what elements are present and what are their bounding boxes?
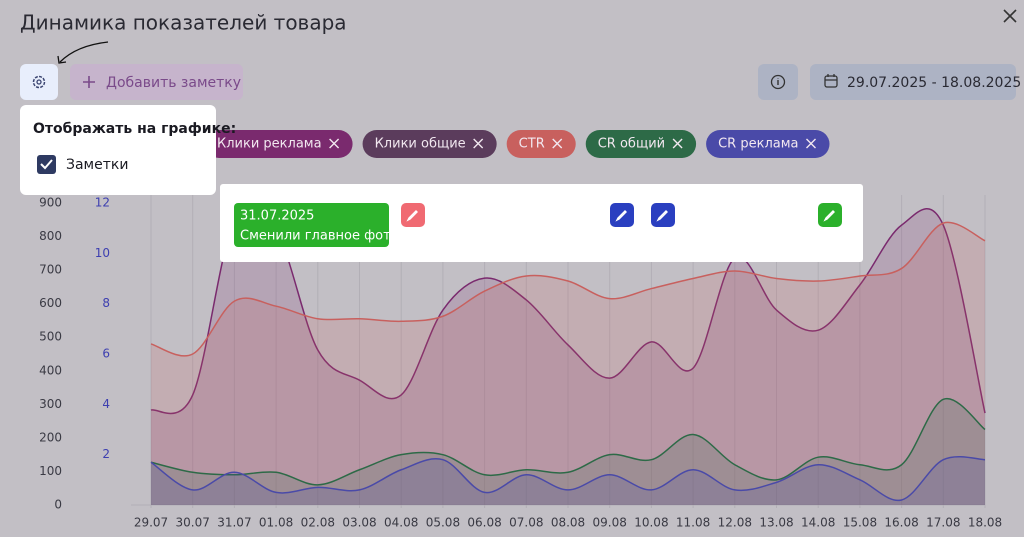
close-button[interactable] xyxy=(1003,9,1017,23)
x-tick-label: 03.08 xyxy=(342,516,376,530)
menu-title: Отображать на графике: xyxy=(33,121,236,137)
note-text: Сменили главное фото xyxy=(240,229,399,244)
hint-arrow xyxy=(59,41,109,63)
legend-label: CTR xyxy=(519,137,545,152)
date-range-button[interactable]: 29.07.2025 - 18.08.2025 xyxy=(810,64,1021,100)
checkbox[interactable] xyxy=(37,155,56,174)
chip-close xyxy=(806,138,816,149)
note-icon[interactable] xyxy=(401,203,425,227)
legend-label: CR реклама xyxy=(718,137,798,152)
chip-close xyxy=(672,138,683,149)
plot: 29.07 30.07 31.07 01.08 02.08 03.08 04.08 05.08… xyxy=(39,195,1002,530)
add-note-label: Добавить заметку xyxy=(106,75,241,91)
x-tick-label: 17.08 xyxy=(926,516,960,530)
x-tick-label: 30.07 xyxy=(176,516,210,530)
x-tick-label: 05.08 xyxy=(426,516,460,530)
x-tick-label: 15.08 xyxy=(843,516,877,530)
y2-tick-label: 8 xyxy=(102,296,110,310)
x-tick-label: 16.08 xyxy=(884,516,918,530)
x-tick-label: 12.08 xyxy=(718,516,752,530)
legend-label: CR общий xyxy=(598,137,665,152)
y-tick-label: 800 xyxy=(39,229,62,243)
line xyxy=(150,456,986,502)
x-tick-label: 04.08 xyxy=(384,516,418,530)
area xyxy=(151,456,985,505)
legend-chip[interactable]: CR общий xyxy=(585,130,697,158)
x-tick-label: 08.08 xyxy=(551,516,585,530)
line xyxy=(150,221,986,357)
legend-label: Клики реклама xyxy=(217,137,322,152)
legend-chip[interactable]: CTR xyxy=(506,130,576,158)
chip-bg xyxy=(506,130,576,158)
legend-chip[interactable]: Клики общие xyxy=(362,130,497,158)
legend-chip[interactable]: Клики реклама xyxy=(205,130,353,158)
add-note-button[interactable]: Добавить заметку xyxy=(70,64,243,100)
x-tick-label: 06.08 xyxy=(467,516,501,530)
chip-bg xyxy=(706,130,830,158)
note-icon[interactable] xyxy=(610,203,634,227)
title: Динамика показателей товара xyxy=(20,11,347,35)
settings-button[interactable] xyxy=(20,64,58,100)
note-date: 31.07.2025 xyxy=(240,209,314,224)
x-tick-label: 31.07 xyxy=(217,516,251,530)
x-tick-label: 09.08 xyxy=(593,516,627,530)
y-tick-label: 900 xyxy=(39,196,62,210)
menu-option: Заметки xyxy=(66,157,128,173)
y2-tick-label: 4 xyxy=(102,397,110,411)
x-tick-label: 29.07 xyxy=(134,516,168,530)
chip-bg xyxy=(205,130,353,158)
y-tick-label: 300 xyxy=(39,397,62,411)
y2-tick-label: 6 xyxy=(102,347,110,361)
chip-bg xyxy=(585,130,697,158)
area xyxy=(151,222,985,505)
note-icon[interactable] xyxy=(818,203,842,227)
note-tag[interactable] xyxy=(234,203,389,247)
note-icon[interactable] xyxy=(651,203,675,227)
y-tick-label: 500 xyxy=(39,330,62,344)
x-tick-label: 01.08 xyxy=(259,516,293,530)
x-tick-label: 14.08 xyxy=(801,516,835,530)
info-button[interactable] xyxy=(758,64,798,100)
area xyxy=(151,398,985,505)
x-tick-label: 10.08 xyxy=(634,516,668,530)
notes-strip: 31.07.2025 Сменили главное фото xyxy=(220,184,863,262)
chip-close xyxy=(552,138,563,149)
display-menu: Отображать на графике: Заметки xyxy=(20,105,236,195)
y-tick-label: 700 xyxy=(39,263,62,277)
y-tick-label: 400 xyxy=(39,363,62,377)
chip-bg xyxy=(362,130,497,158)
x-tick-label: 18.08 xyxy=(968,516,1002,530)
line xyxy=(150,397,986,486)
y2-tick-label: 12 xyxy=(95,196,110,210)
hint-arrowhead xyxy=(57,55,67,64)
y-tick-label: 100 xyxy=(39,464,62,478)
legend-chip[interactable]: CR реклама xyxy=(706,130,830,158)
y-tick-label: 600 xyxy=(39,296,62,310)
legend-label: Клики общие xyxy=(375,137,466,152)
y-tick-label: 0 xyxy=(54,498,62,512)
x-tick-label: 13.08 xyxy=(759,516,793,530)
y-tick-label: 200 xyxy=(39,430,62,444)
chip-close xyxy=(473,138,484,149)
date-range-label: 29.07.2025 - 18.08.2025 xyxy=(847,75,1021,91)
x-tick-label: 07.08 xyxy=(509,516,543,530)
x-tick-label: 02.08 xyxy=(301,516,335,530)
x-tick-label: 11.08 xyxy=(676,516,710,530)
area xyxy=(151,205,985,505)
series-chips: Клики реклама Клики общие CTR CR общий CR ре… xyxy=(205,130,830,158)
y2-tick-label: 2 xyxy=(102,447,110,461)
chip-close xyxy=(329,138,340,149)
y2-tick-label: 10 xyxy=(95,246,110,260)
